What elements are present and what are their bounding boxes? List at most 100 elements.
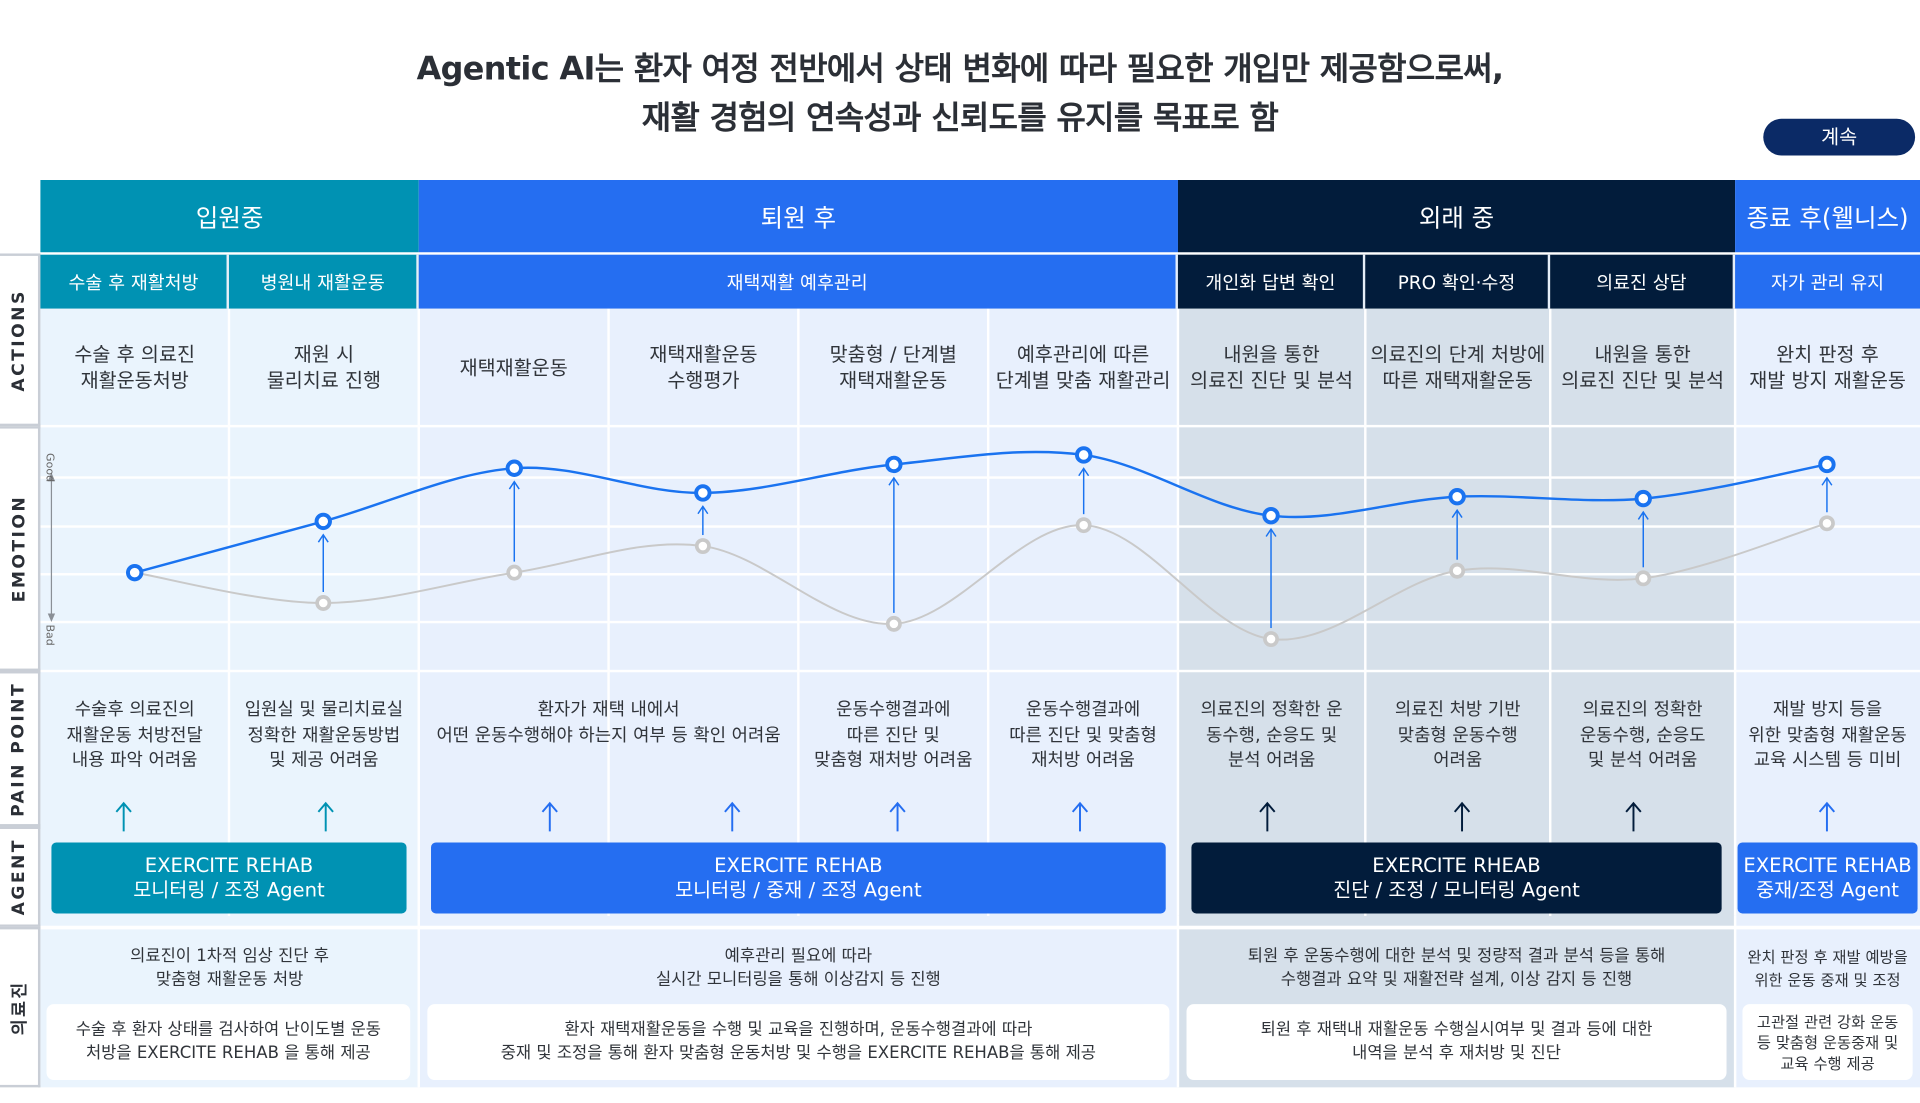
emotion-line-without-agent <box>134 522 1828 641</box>
divider <box>797 308 800 916</box>
emotion-gridline <box>40 573 1920 576</box>
emotion-point-without-agent <box>1635 570 1652 587</box>
action-cell: 재택재활운동 수행평가 <box>649 342 758 392</box>
row-divider <box>40 424 1920 428</box>
action-cell: 수술 후 의료진 재활운동처방 <box>74 342 196 392</box>
arrow-head-icon <box>1637 510 1649 520</box>
emotion-point-with-agent <box>885 455 903 474</box>
emotion-point-without-agent <box>1818 515 1835 532</box>
arrow-head-icon <box>888 476 900 486</box>
doctor-note: 예후관리 필요에 따라 실시간 모니터링을 통해 이상감지 등 진행 <box>655 946 941 990</box>
section-header-discharge: 퇴원 후 <box>418 180 1178 253</box>
subsection-header: 자가 관리 유지 <box>1735 254 1920 309</box>
row-label-text: ACTIONS <box>9 288 29 391</box>
row-label-agent: AGENT <box>0 826 41 927</box>
subsection-header: 수술 후 재활처방 <box>40 254 229 309</box>
arrow-head-icon <box>1451 508 1463 518</box>
divider <box>607 308 610 916</box>
up-arrow-icon <box>1259 801 1276 832</box>
emotion-point-with-agent <box>694 484 712 502</box>
divider <box>1176 308 1180 916</box>
action-cell: 맞춤형 / 단계별 재택재활운동 <box>829 342 957 392</box>
row-label-text: PAIN POINT <box>9 681 29 817</box>
doctor-note: 완치 판정 후 재발 예방을 위한 운동 중재 및 조정 <box>1747 947 1908 990</box>
divider <box>227 308 231 916</box>
row-label-text: 의료진 <box>10 979 31 1035</box>
row-divider <box>40 669 1920 673</box>
subsection-header: 재택재활 예후관리 <box>418 254 1178 309</box>
agent-box-outpatient: EXERCITE RHEAB 진단 / 조정 / 모니터링 Agent <box>1191 842 1722 914</box>
divider <box>417 308 421 916</box>
arrow-head-icon <box>697 505 709 515</box>
service-box: 수술 후 환자 상태를 검사하여 난이도별 운동 처방을 EXERCITE RE… <box>46 1004 411 1081</box>
action-cell: 내원을 통한 의료진 진단 및 분석 <box>1561 342 1725 392</box>
emotion-point-without-agent <box>1263 631 1279 648</box>
pain-point-cell: 운동수행결과에 따른 진단 및 맞춤형 재처방 어려움 <box>1009 700 1157 771</box>
divider <box>986 308 990 916</box>
emotion-point-with-agent <box>505 459 523 477</box>
up-arrow-icon <box>1818 801 1836 832</box>
service-box: 환자 재택재활운동을 수행 및 교육을 진행하며, 운동수행결과에 따라 중재 … <box>427 1004 1170 1081</box>
pain-point-cell: 운동수행결과에 따른 진단 및 맞춤형 재처방 어려움 <box>814 700 973 771</box>
up-arrow-icon <box>541 801 558 832</box>
pain-point-cell: 의료진의 정확한 운 동수행, 순응도 및 분석 어려움 <box>1200 700 1343 771</box>
pain-point-cell: 재발 방지 등을 위한 맞춤형 재활운동 교육 시스템 등 미비 <box>1748 700 1907 771</box>
emotion-gridline <box>40 476 1920 479</box>
divider <box>1733 308 1737 916</box>
divider <box>1548 308 1552 916</box>
emotion-point-without-agent <box>315 595 332 611</box>
service-box: 고관절 관련 강화 운동 등 맞춤형 운동중재 및 교육 수행 제공 <box>1742 1004 1913 1081</box>
continue-button[interactable]: 계속 <box>1763 118 1916 156</box>
up-arrow-icon <box>724 801 741 832</box>
section-header-inpatient: 입원중 <box>40 180 419 253</box>
action-cell: 재원 시 물리치료 진행 <box>266 342 382 392</box>
arrow-head-icon <box>1265 527 1277 537</box>
emotion-point-without-agent <box>694 538 711 555</box>
axis-good-label: Good <box>44 453 57 482</box>
agent-box-discharge: EXERCITE REHAB 모니터링 / 중재 / 조정 Agent <box>431 842 1166 914</box>
up-arrow-icon <box>889 801 906 832</box>
subsection-header: 의료진 상담 <box>1550 254 1736 309</box>
page-title-line-2: 재활 경험의 연속성과 신뢰도를 유지를 목표로 함 <box>641 100 1279 138</box>
section-bg-outpatient <box>1177 308 1736 1088</box>
section-header-outpatient: 외래 중 <box>1177 180 1736 253</box>
pain-point-cell: 의료진 처방 기반 맞춤형 운동수행 어려움 <box>1394 700 1521 771</box>
section-header-wellness: 종료 후(웰니스) <box>1735 180 1920 253</box>
emotion-gridline <box>40 525 1920 528</box>
emotion-point-with-agent <box>1074 446 1093 464</box>
action-cell: 내원을 통한 의료진 진단 및 분석 <box>1190 342 1354 392</box>
up-arrow-icon <box>1071 801 1089 832</box>
emotion-gridline <box>40 620 1920 624</box>
pain-point-cell: 입원실 및 물리치료실 정확한 재활운동방법 및 제공 어려움 <box>244 700 404 771</box>
emotion-point-with-agent <box>1634 489 1652 508</box>
emotion-point-with-agent <box>1448 488 1466 506</box>
action-cell: 의료진의 단계 처방에 따른 재택재활운동 <box>1370 342 1546 392</box>
agent-box-inpatient: EXERCITE REHAB 모니터링 / 조정 Agent <box>51 842 407 914</box>
action-cell: 예후관리에 따른 단계별 맞춤 재활관리 <box>995 342 1171 392</box>
agent-box-wellness: EXERCITE REHAB 중재/조정 Agent <box>1737 842 1918 914</box>
divider <box>1364 308 1367 916</box>
emotion-point-with-agent <box>126 563 144 582</box>
up-arrow-icon <box>317 801 334 832</box>
row-label-doctor: 의료진 <box>0 926 41 1088</box>
section-bg-wellness <box>1735 308 1920 1088</box>
subsection-header: 개인화 답변 확인 <box>1177 254 1366 309</box>
page-title-line-1: Agentic AI는 환자 여정 전반에서 상태 변화에 따라 필요한 개입만… <box>416 51 1504 89</box>
subsection-header: PRO 확인·수정 <box>1365 254 1551 309</box>
up-arrow-icon <box>1625 801 1642 832</box>
emotion-chart: Good Bad <box>44 446 1836 648</box>
divider <box>417 915 421 1088</box>
emotion-point-with-agent <box>1262 507 1280 525</box>
row-label-emotion: EMOTION <box>0 426 41 672</box>
row-divider <box>40 925 1920 930</box>
divider <box>1733 915 1737 1088</box>
doctor-note: 퇴원 후 운동수행에 대한 분석 및 정량적 결과 분석 등을 통해 수행결과 … <box>1247 946 1666 990</box>
arrow-head-icon <box>508 480 520 490</box>
divider <box>1176 915 1180 1088</box>
pain-point-cell: 수술후 의료진의 재활운동 처방전달 내용 파악 어려움 <box>66 700 203 771</box>
emotion-point-with-agent <box>314 512 332 531</box>
emotion-line-with-agent <box>134 450 1828 574</box>
emotion-point-without-agent <box>1449 562 1466 579</box>
arrow-head-icon <box>317 533 329 543</box>
row-label-actions: ACTIONS <box>0 253 41 427</box>
